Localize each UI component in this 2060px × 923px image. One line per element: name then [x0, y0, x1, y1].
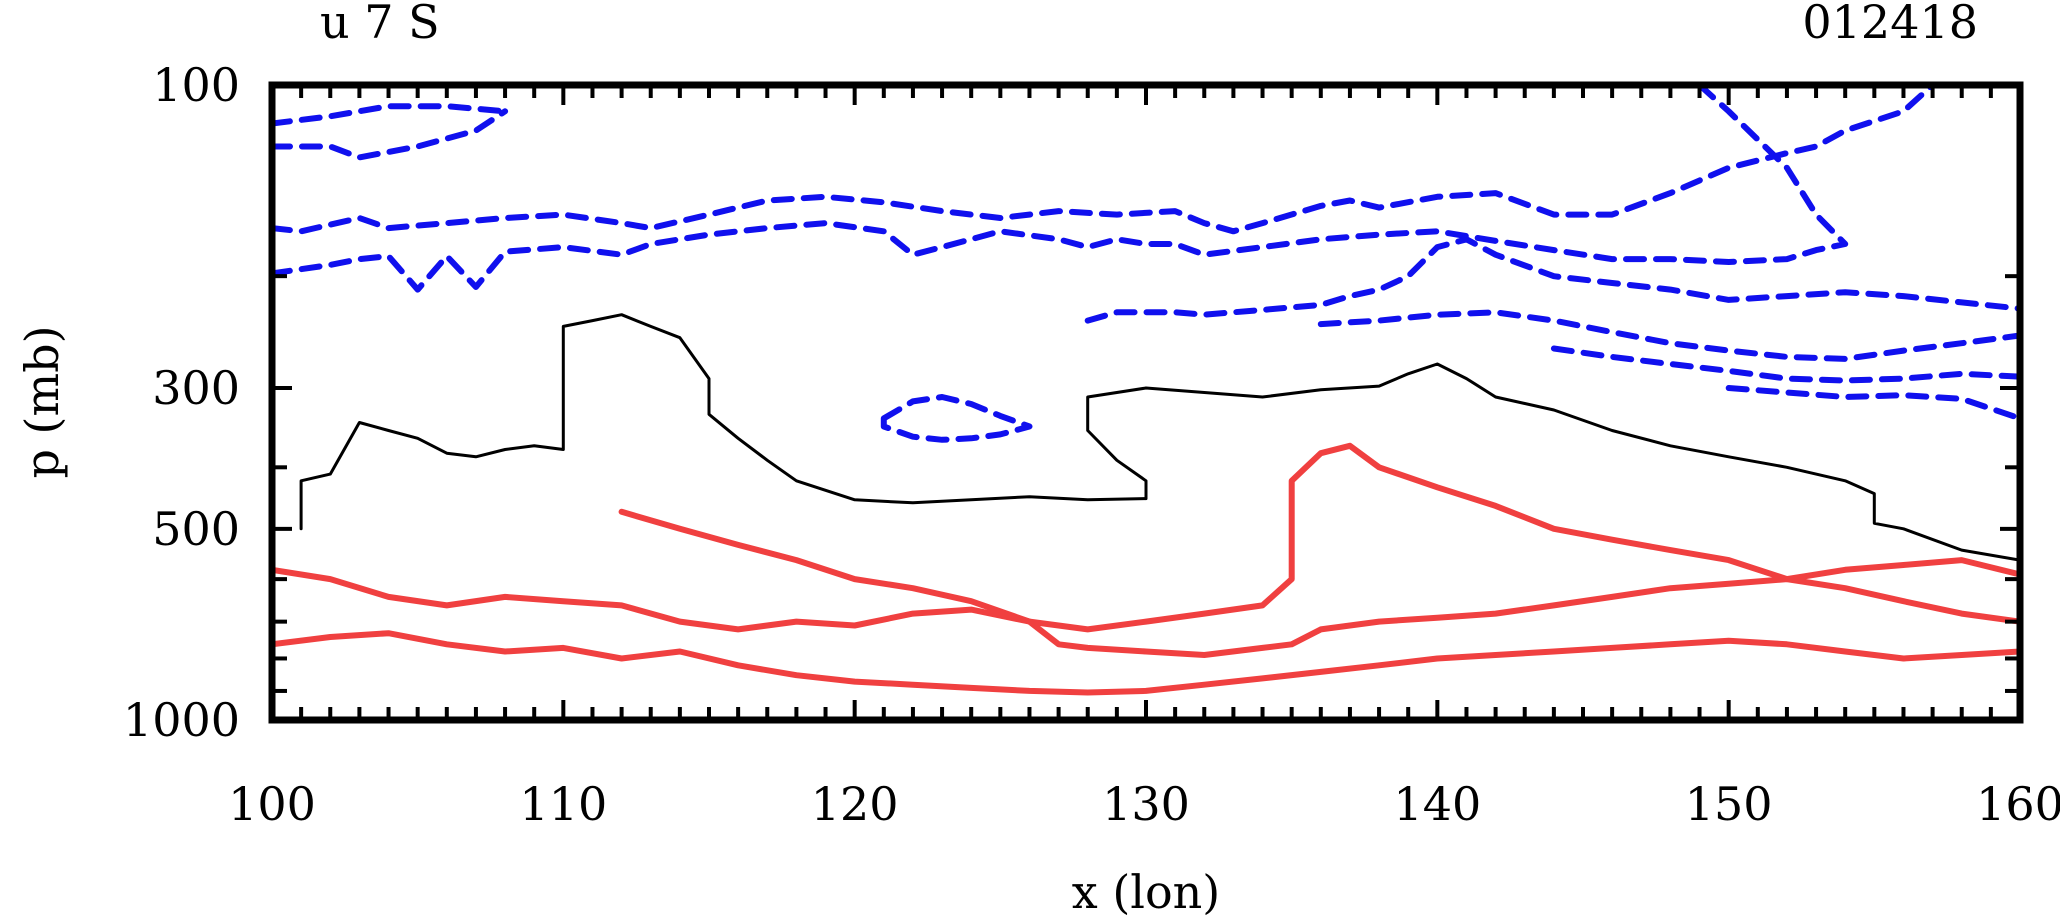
- x-tick-label: 100: [228, 777, 316, 831]
- y-tick-label: 1000: [123, 693, 240, 747]
- contour-line-positive-11: [272, 630, 2020, 696]
- contour-line-positive-12: [618, 442, 2020, 633]
- contour-lines: [272, 85, 2020, 696]
- contour-line-negative-3: [272, 85, 1849, 293]
- contour-line-negative-7: [1725, 385, 2020, 422]
- y-tick-label: 500: [152, 502, 240, 556]
- x-tick-label: 120: [811, 777, 899, 831]
- x-tick-label: 130: [1102, 777, 1190, 831]
- x-axis-label: x (lon): [1072, 865, 1221, 919]
- y-tick-label: 300: [152, 361, 240, 415]
- x-tick-label: 140: [1393, 777, 1481, 831]
- date-stamp: 012418: [1802, 0, 1978, 49]
- contour-line-negative-5: [1317, 309, 2020, 362]
- contour-line-negative-2: [272, 85, 1936, 235]
- contour-line-zero-9: [299, 313, 2020, 562]
- y-tick-label: 100: [152, 58, 240, 112]
- plot-frame: [268, 81, 2024, 724]
- contour-line-negative-1: [272, 108, 509, 161]
- x-tick-label: 110: [519, 777, 607, 831]
- axis-ticks: 100 110 120 130 140 150 160 100 300 500 1000: [123, 58, 2060, 831]
- contour-line-negative-0: [272, 103, 509, 127]
- contour-line-negative-6: [1550, 345, 2020, 384]
- x-tick-label: 150: [1685, 777, 1773, 831]
- contour-line-positive-10: [272, 557, 2020, 658]
- x-tick-label: 160: [1976, 777, 2060, 831]
- y-axis-label: p (mb): [15, 325, 69, 478]
- field-title: u 7 S: [320, 0, 440, 49]
- contour-line-negative-8: [880, 394, 1033, 443]
- contour-line-negative-4: [1084, 236, 2020, 324]
